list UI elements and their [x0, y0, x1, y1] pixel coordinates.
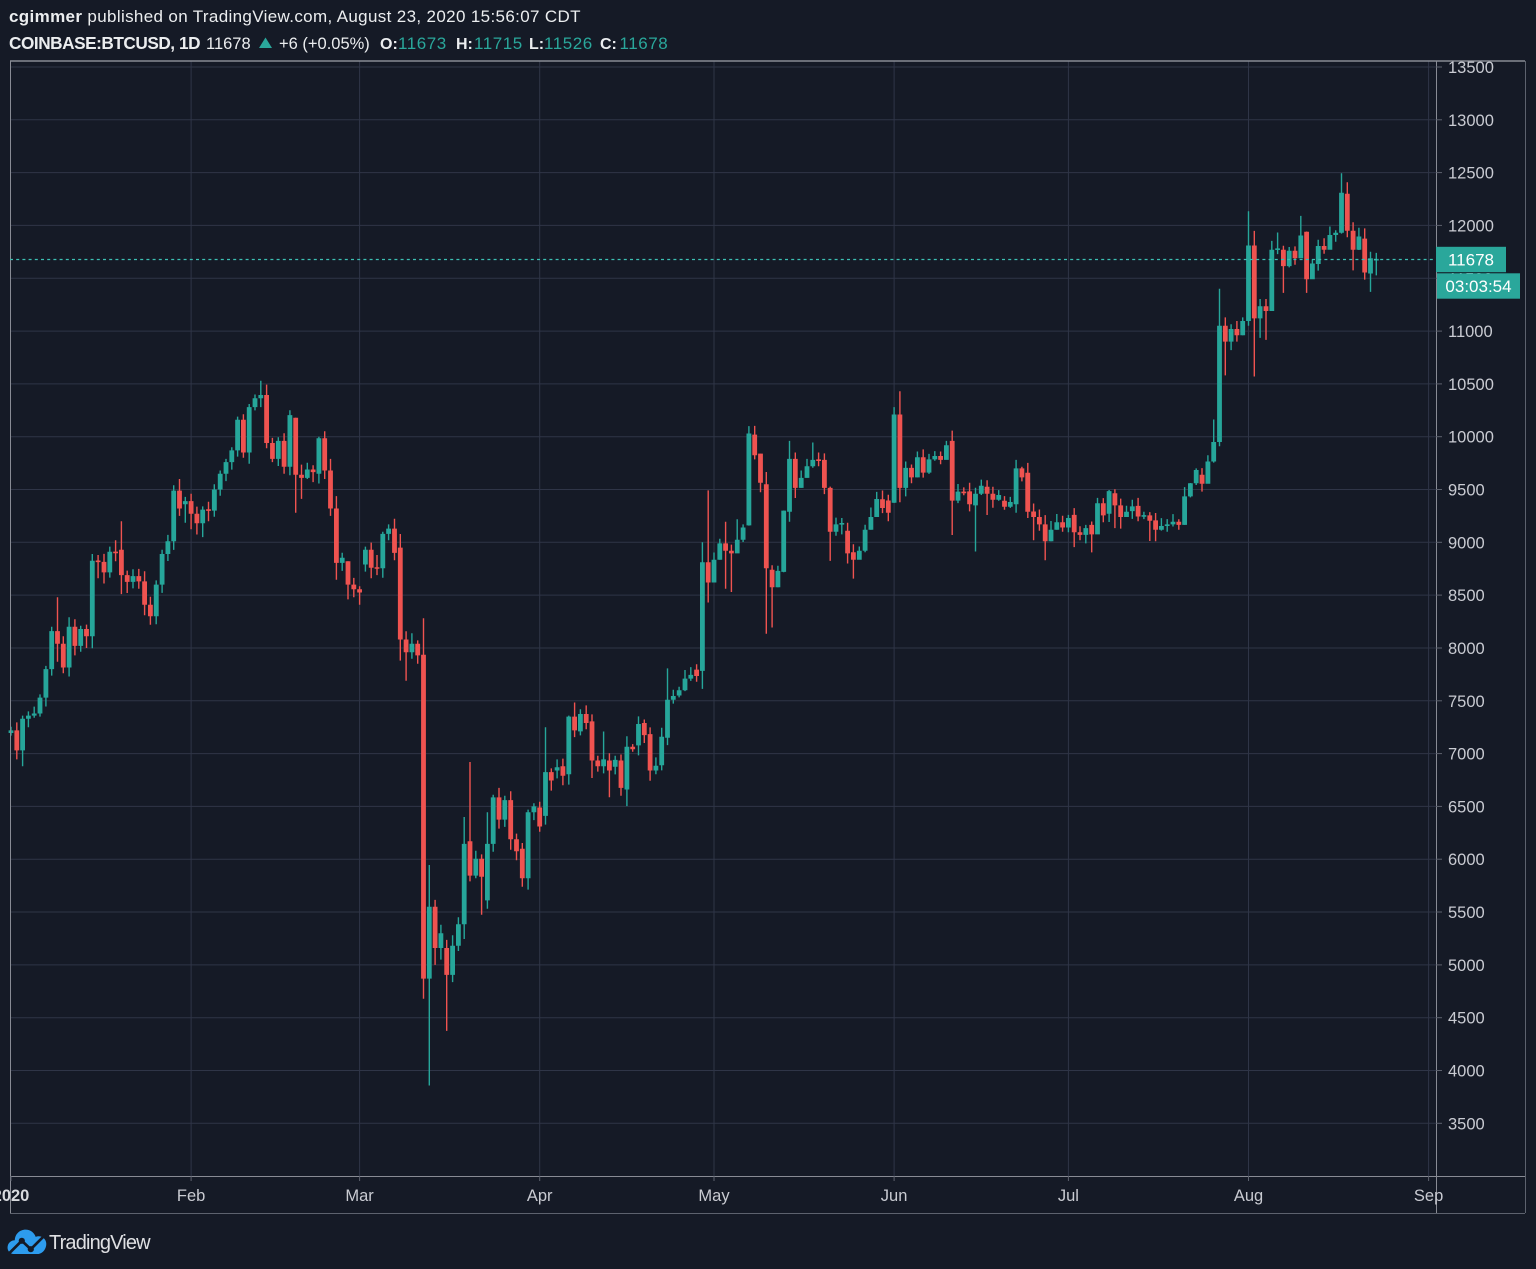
svg-text:8000: 8000 — [1448, 640, 1485, 658]
svg-text:11715: 11715 — [474, 34, 523, 53]
svg-text:9500: 9500 — [1448, 482, 1485, 500]
svg-text:9000: 9000 — [1448, 534, 1485, 552]
svg-text:+6 (+0.05%): +6 (+0.05%) — [279, 35, 370, 53]
svg-text:13500: 13500 — [1448, 59, 1494, 77]
svg-text:Mar: Mar — [345, 1187, 374, 1205]
svg-text:11678: 11678 — [1448, 251, 1494, 270]
svg-text:4000: 4000 — [1448, 1063, 1485, 1081]
svg-text:Feb: Feb — [177, 1187, 205, 1205]
svg-text:7000: 7000 — [1448, 746, 1485, 764]
svg-text:Jul: Jul — [1058, 1187, 1079, 1205]
svg-text:6500: 6500 — [1448, 798, 1485, 816]
svg-text:11678: 11678 — [620, 34, 669, 53]
svg-text:COINBASE:BTCUSD, 1D: COINBASE:BTCUSD, 1D — [9, 33, 200, 53]
svg-text:TradingView: TradingView — [49, 1232, 151, 1254]
svg-text:8500: 8500 — [1448, 587, 1485, 605]
svg-text:cgimmer published on TradingVi: cgimmer published on TradingView.com, Au… — [9, 7, 581, 26]
svg-text:6000: 6000 — [1448, 851, 1485, 869]
svg-text:12500: 12500 — [1448, 165, 1494, 183]
svg-text:7500: 7500 — [1448, 693, 1485, 711]
svg-text:C:: C: — [600, 36, 617, 53]
svg-text:Aug: Aug — [1234, 1187, 1263, 1205]
svg-text:4500: 4500 — [1448, 1010, 1485, 1028]
svg-text:10500: 10500 — [1448, 376, 1494, 394]
svg-text:11673: 11673 — [398, 34, 447, 53]
svg-text:May: May — [698, 1187, 730, 1205]
svg-text:Jun: Jun — [881, 1187, 908, 1205]
svg-text:H:: H: — [456, 36, 473, 53]
svg-text:5000: 5000 — [1448, 957, 1485, 975]
svg-text:Sep: Sep — [1414, 1187, 1443, 1205]
svg-text:11526: 11526 — [544, 34, 593, 53]
svg-text:11678: 11678 — [206, 35, 251, 53]
svg-text:3500: 3500 — [1448, 1115, 1485, 1133]
svg-text:03:03:54: 03:03:54 — [1445, 277, 1511, 296]
svg-text:O:: O: — [380, 36, 398, 53]
svg-text:Apr: Apr — [527, 1187, 553, 1205]
svg-text:L:: L: — [529, 36, 544, 53]
svg-text:2020: 2020 — [0, 1187, 29, 1205]
svg-text:11000: 11000 — [1448, 323, 1493, 341]
svg-text:10000: 10000 — [1448, 429, 1494, 447]
svg-text:5500: 5500 — [1448, 904, 1485, 922]
svg-text:12000: 12000 — [1448, 217, 1494, 235]
svg-text:13000: 13000 — [1448, 112, 1494, 130]
